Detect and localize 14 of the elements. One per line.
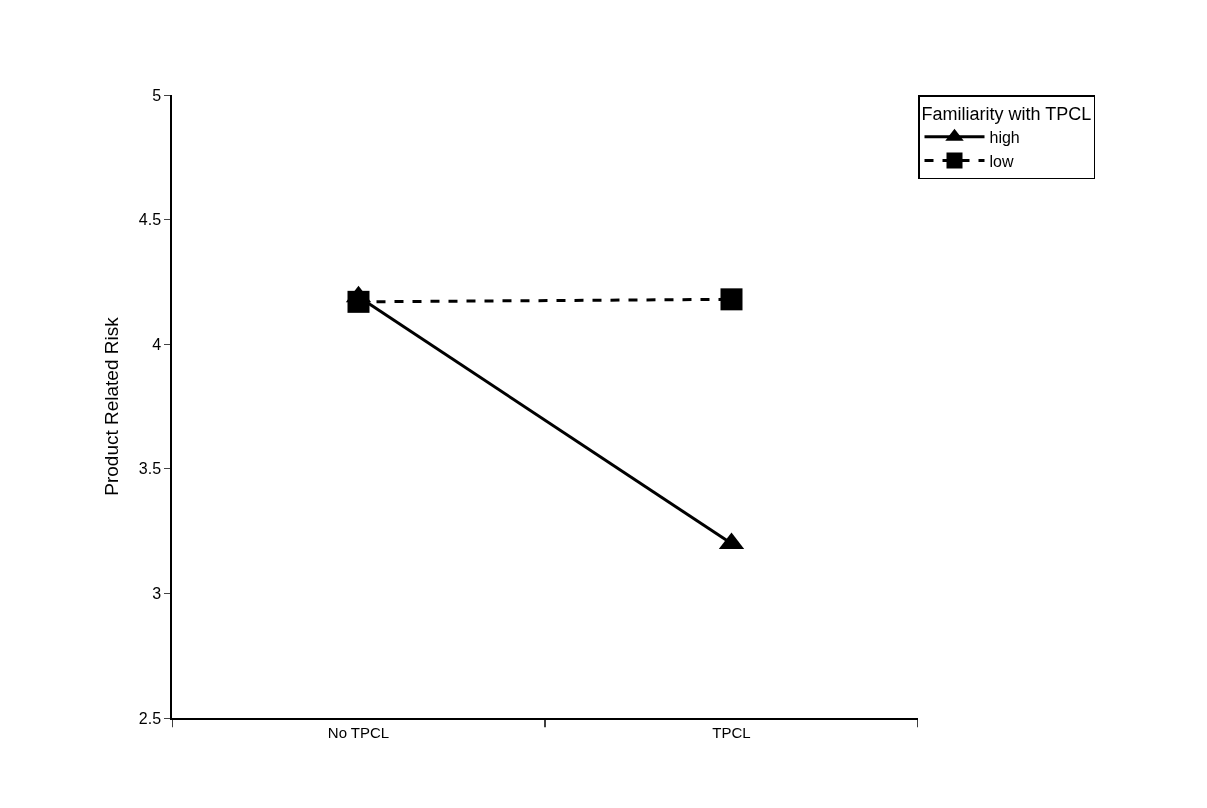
x-tick-label: TPCL <box>712 723 751 741</box>
y-tick-label: 4.5 <box>138 211 162 229</box>
legend-label: high <box>989 129 1020 147</box>
y-tick-label: 4 <box>152 335 162 353</box>
x-tick-label: No TPCL <box>327 723 390 741</box>
point <box>720 288 743 311</box>
y-tick-label: 3 <box>152 585 162 602</box>
y-tick-label: 5 <box>152 86 162 104</box>
point <box>347 290 370 313</box>
legend-title: Familiarity with TPCL <box>921 103 1092 124</box>
legend-label: low <box>989 152 1014 170</box>
y-tick-label: 2.5 <box>138 709 162 727</box>
y-tick-label: 3.5 <box>138 460 162 478</box>
y-axis-title: Product Related Risk <box>101 316 123 496</box>
